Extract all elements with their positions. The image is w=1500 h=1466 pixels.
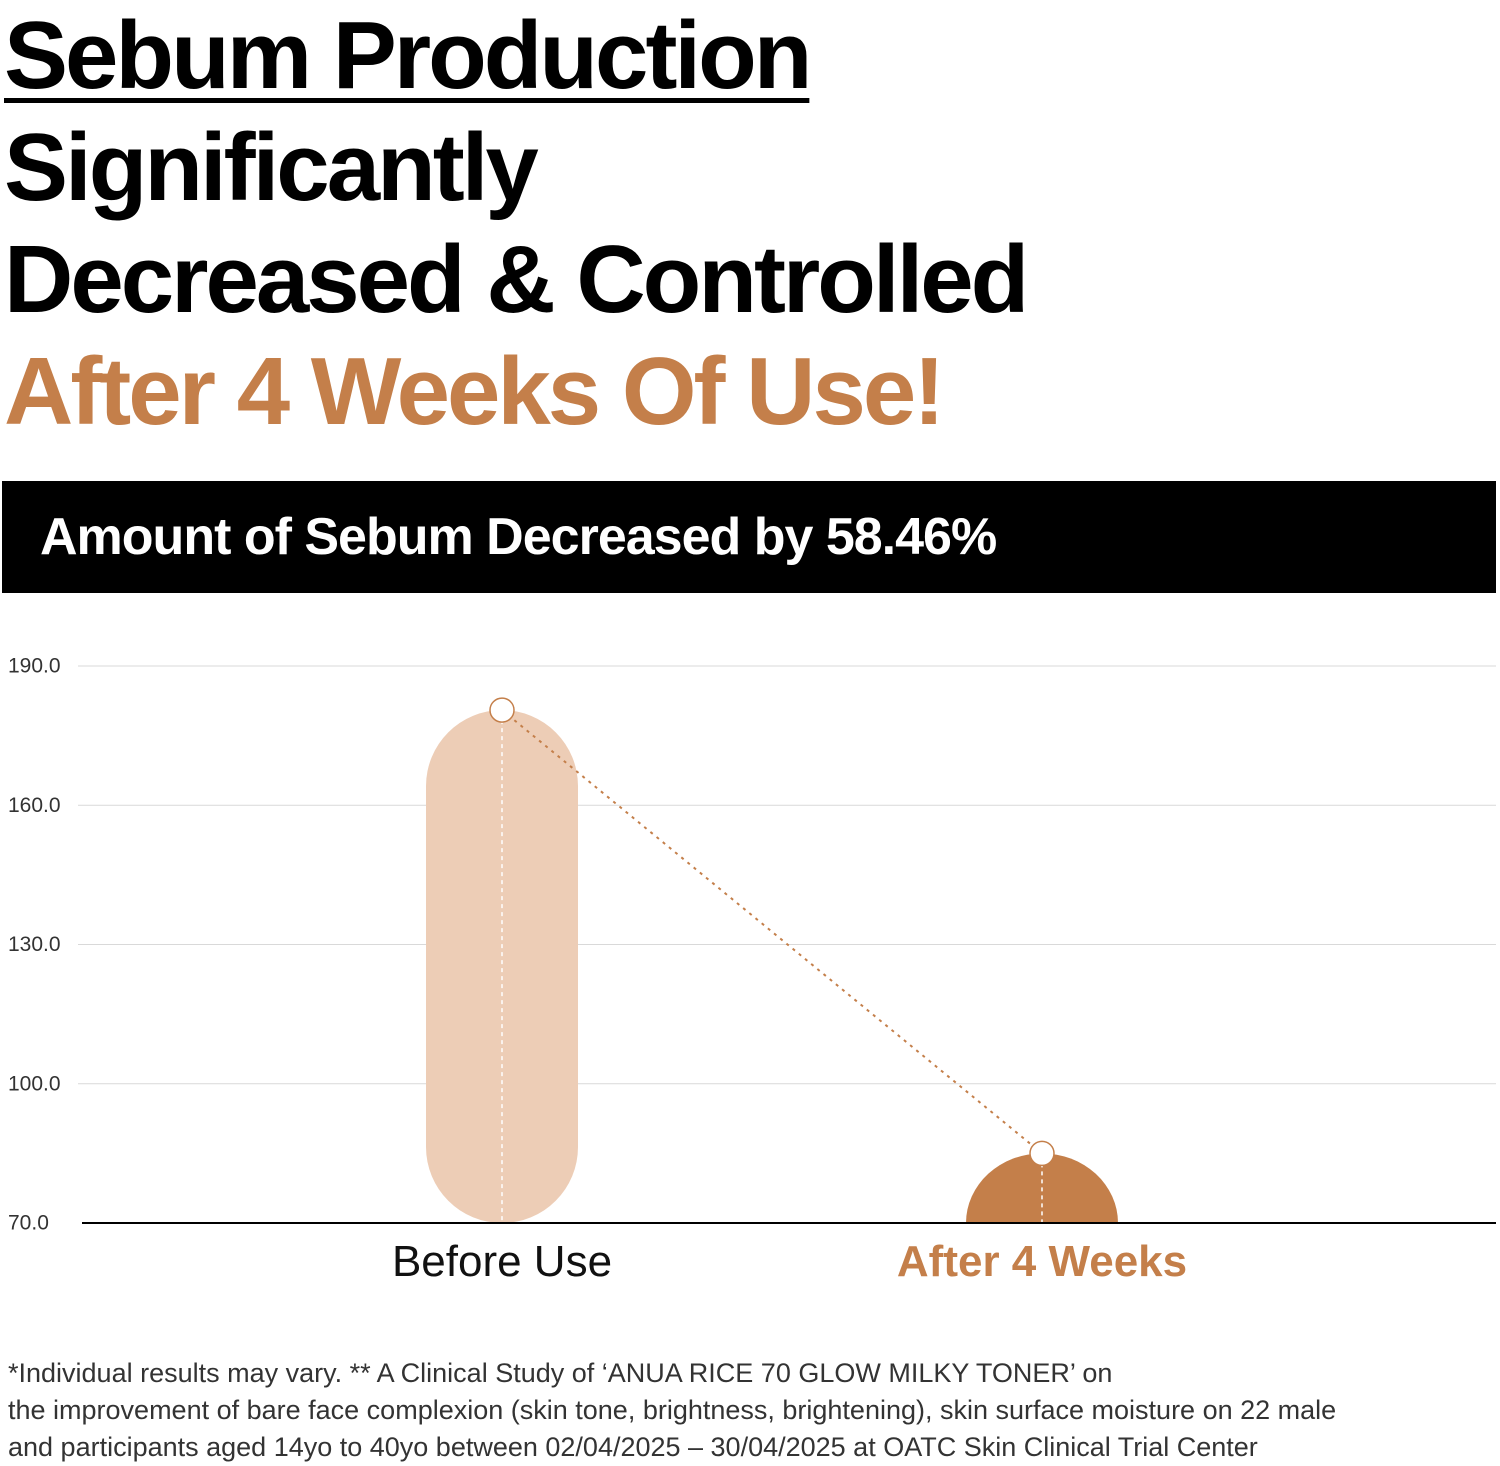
connector-line xyxy=(501,709,1043,1155)
y-tick-label-2: 130.0 xyxy=(8,933,61,956)
trend-connector xyxy=(489,697,1055,1167)
chart-grid xyxy=(78,665,1496,1085)
y-axis-ticks: 190.0 160.0 130.0 100.0 70.0 xyxy=(8,655,61,1235)
y-tick-label-3: 100.0 xyxy=(8,1072,61,1095)
chart-bars xyxy=(426,710,1118,1223)
footnote-line-3: and participants aged 14yo to 40yo betwe… xyxy=(8,1432,1258,1462)
footnote: *Individual results may vary. ** A Clini… xyxy=(8,1355,1488,1466)
result-banner: Amount of Sebum Decreased by 58.46% xyxy=(2,481,1496,593)
banner-text: Amount of Sebum Decreased by 58.46% xyxy=(40,508,997,566)
category-label-0: Before Use xyxy=(392,1237,612,1286)
headline-line-4: After 4 Weeks Of Use! xyxy=(4,338,945,445)
x-axis-categories: Before Use After 4 Weeks xyxy=(392,1237,1187,1286)
headline-line-2: Significantly xyxy=(4,114,539,221)
data-point-0 xyxy=(489,697,515,723)
y-tick-label-4: 70.0 xyxy=(8,1212,49,1235)
y-tick-label-1: 160.0 xyxy=(8,794,61,817)
footnote-line-2: the improvement of bare face complexion … xyxy=(8,1395,1337,1425)
category-label-1: After 4 Weeks xyxy=(897,1237,1187,1286)
headline: Sebum Production Significantly Decreased… xyxy=(4,0,1029,448)
data-point-1 xyxy=(1029,1140,1055,1167)
sebum-chart: 190.0 160.0 130.0 100.0 70.0 Before Use After… xyxy=(8,655,1496,1286)
bar-before-use xyxy=(426,710,578,1223)
y-tick-label-0: 190.0 xyxy=(8,655,61,678)
footnote-line-1: *Individual results may vary. ** A Clini… xyxy=(8,1358,1113,1388)
headline-line-1: Sebum Production xyxy=(4,2,812,109)
headline-line-3: Decreased & Controlled xyxy=(4,226,1029,333)
